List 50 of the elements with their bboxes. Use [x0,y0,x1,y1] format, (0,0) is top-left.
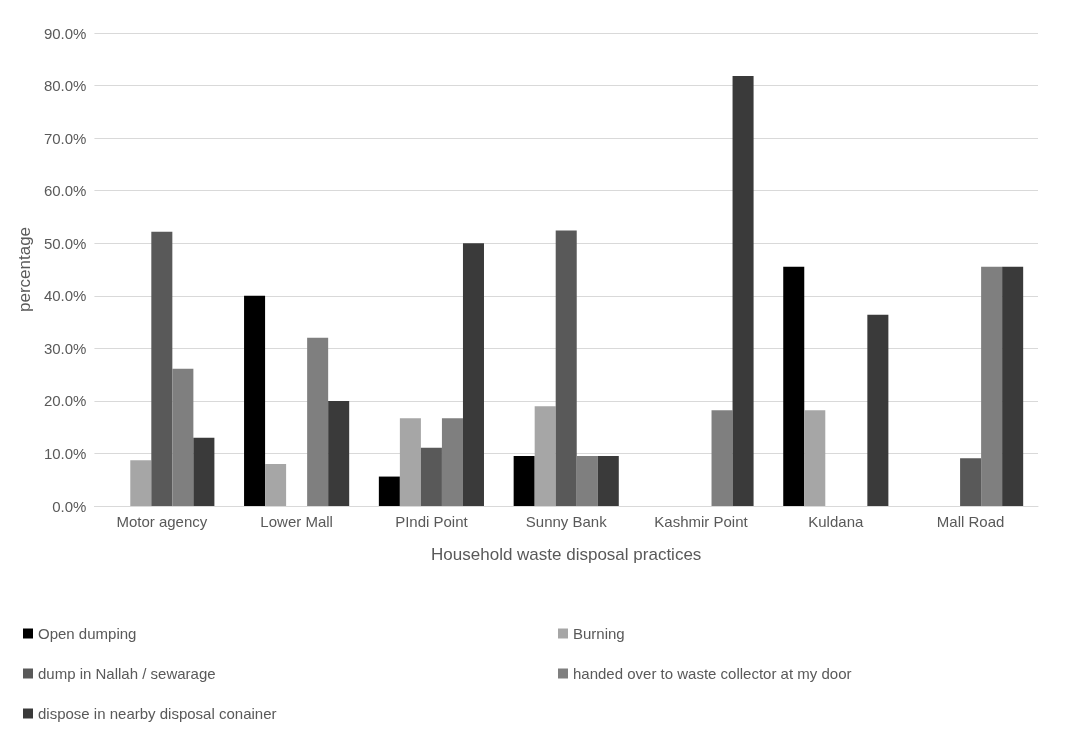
bar [867,314,889,506]
y-tick-label: 70.0% [43,129,87,147]
bar [711,410,733,506]
bar [399,418,421,506]
bar [1002,266,1024,506]
bar [804,410,826,506]
legend-label: dump in Nallah / sewarage [38,665,216,682]
x-tick-label: Kuldana [808,513,864,530]
x-tick-label: Mall Road [936,513,1005,530]
bar [172,368,194,506]
y-tick-label: 90.0% [43,24,87,42]
bar [151,231,173,506]
bar [576,456,598,506]
x-axis-title: Household waste disposal practices [431,545,702,564]
bar [193,437,215,506]
y-tick-label: 60.0% [43,182,87,200]
bar [513,456,535,506]
legend-label: dispose in nearby disposal conainer [38,705,277,722]
bar [307,337,329,506]
x-tick-label: Sunny Bank [525,513,608,530]
y-axis-title: percentage [15,226,34,313]
y-tick-label: 40.0% [43,287,87,305]
legend-label: handed over to waste collector at my door [573,665,852,682]
bar [783,266,805,506]
y-tick-label: 10.0% [43,444,87,462]
bar [265,463,287,506]
bar [462,243,484,506]
bar [732,76,754,506]
x-tick-label: Motor agency [116,513,208,530]
y-tick-label: 20.0% [43,392,87,410]
bar [981,266,1003,506]
y-tick-label: 0.0% [52,497,87,515]
bar [534,406,556,506]
bar [244,295,266,506]
bar [130,460,152,506]
legend-label: Burning [573,625,625,642]
x-tick-label: Kashmir Point [654,513,749,530]
bar [328,400,350,506]
legend-label: Open dumping [38,625,137,642]
bar [597,456,619,506]
x-tick-label: Lower Mall [260,513,333,530]
bar [960,458,982,506]
y-tick-label: 50.0% [43,234,87,252]
bar [441,418,463,506]
bar [420,447,442,506]
y-tick-label: 80.0% [43,77,87,95]
x-tick-label: PIndi Point [395,513,469,530]
y-tick-label: 30.0% [43,339,87,357]
bar [555,230,577,506]
bar [378,476,400,506]
